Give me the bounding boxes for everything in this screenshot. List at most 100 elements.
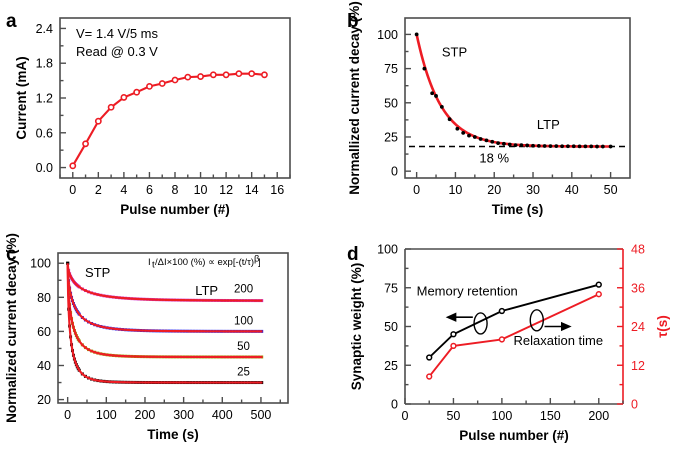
data-point bbox=[434, 94, 438, 98]
y-tick-label-left: 50 bbox=[384, 320, 398, 334]
axis-x bbox=[404, 398, 624, 404]
x-tick-label: 40 bbox=[565, 183, 579, 197]
data-point bbox=[261, 71, 268, 79]
y-axis-title: Normallized current decay (%) bbox=[347, 1, 362, 195]
data-point bbox=[158, 80, 166, 87]
x-tick-label: 100 bbox=[491, 409, 512, 423]
fit-curve-25 bbox=[66, 263, 263, 384]
data-point bbox=[525, 143, 530, 148]
x-tick-label: 100 bbox=[96, 408, 117, 422]
data-point bbox=[589, 144, 594, 149]
axis-x bbox=[415, 172, 612, 178]
x-tick-label: 4 bbox=[120, 183, 127, 197]
fit-curve-50 bbox=[66, 263, 263, 359]
data-point bbox=[472, 135, 477, 139]
x-tick-label: 50 bbox=[604, 183, 618, 197]
data-point bbox=[484, 138, 489, 143]
y-tick-label: 25 bbox=[384, 130, 398, 144]
data-point bbox=[455, 126, 460, 131]
data-point bbox=[146, 83, 153, 90]
series-line-right bbox=[428, 293, 600, 378]
data-point bbox=[531, 143, 535, 148]
series-label-50: 50 bbox=[237, 341, 250, 353]
data-point bbox=[197, 73, 204, 80]
data-point bbox=[426, 354, 433, 361]
panel-b: b 0 10 20 30 40 50 0 25 50 75 100 Time (s) Normalliz… bbox=[343, 0, 685, 227]
data-point bbox=[235, 70, 243, 78]
data-point bbox=[69, 162, 77, 170]
panel-d-letter: d bbox=[347, 244, 359, 265]
label-relaxation-time: Relaxation time bbox=[514, 333, 604, 348]
y-tick-label-left: 75 bbox=[384, 281, 398, 295]
label-memory-retention: Memory retention bbox=[417, 284, 518, 299]
data-point bbox=[496, 141, 501, 146]
panel-a-annotation-voltage: V= 1.4 V/5 ms bbox=[76, 26, 159, 41]
y-axis-title: Current (mA) bbox=[14, 56, 29, 139]
data-point bbox=[554, 144, 559, 149]
axis-y-left bbox=[405, 248, 411, 405]
x-tick-label: 200 bbox=[588, 409, 609, 423]
x-tick-label: 0 bbox=[69, 183, 76, 197]
panel-d: d 0 50 100 150 200 0 25 50 75 100 0 12 24 36 48 Pulse n… bbox=[343, 227, 685, 454]
x-tick-label: 30 bbox=[526, 183, 540, 197]
x-tick-label: 10 bbox=[448, 183, 462, 197]
data-point bbox=[133, 88, 141, 96]
data-point bbox=[426, 373, 433, 380]
x-tick-label: 2 bbox=[95, 183, 102, 197]
data-point bbox=[595, 281, 602, 288]
data-point bbox=[222, 71, 230, 79]
y-tick-label: 80 bbox=[37, 291, 51, 305]
y-tick-label: 0.6 bbox=[36, 126, 53, 140]
x-tick-label: 16 bbox=[270, 183, 284, 197]
data-point bbox=[498, 336, 506, 343]
y-tick-label-left: 100 bbox=[377, 243, 398, 257]
x-tick-label: 500 bbox=[251, 408, 272, 422]
x-tick-label: 14 bbox=[245, 183, 259, 197]
data-point bbox=[583, 144, 588, 149]
x-tick-label: 6 bbox=[146, 183, 153, 197]
plot-frame bbox=[57, 252, 289, 404]
svg-text:I: I bbox=[148, 257, 151, 268]
svg-text:]: ] bbox=[258, 257, 261, 268]
data-point bbox=[467, 133, 471, 138]
x-tick-label: 300 bbox=[173, 408, 194, 422]
data-point bbox=[571, 144, 576, 149]
x-axis-title: Time (s) bbox=[147, 427, 199, 442]
x-tick-label: 0 bbox=[64, 408, 71, 422]
data-point bbox=[502, 141, 506, 146]
svg-text:β: β bbox=[254, 254, 260, 265]
y-tick-label: 100 bbox=[377, 28, 398, 42]
data-point bbox=[184, 73, 192, 81]
y-tick-label-right: 48 bbox=[631, 243, 645, 257]
data-point bbox=[560, 144, 565, 149]
y-tick-label: 0.0 bbox=[36, 161, 53, 175]
fit-curve-100 bbox=[66, 263, 263, 333]
data-point bbox=[450, 331, 457, 338]
y-tick-label-right: 36 bbox=[631, 281, 645, 295]
x-axis-title: Pulse number (#) bbox=[459, 428, 569, 443]
y-axis-title: Normalized current decay (%) bbox=[4, 233, 19, 423]
x-tick-label: 0 bbox=[413, 183, 420, 197]
arrow-left-head bbox=[445, 312, 457, 322]
x-tick-label: 8 bbox=[172, 183, 179, 197]
y-tick-label: 75 bbox=[384, 62, 398, 76]
x-axis-title: Pulse number (#) bbox=[120, 202, 230, 217]
x-tick-label: 150 bbox=[540, 409, 561, 423]
data-point bbox=[439, 104, 444, 109]
x-tick-label: 400 bbox=[212, 408, 233, 422]
x-tick-label: 10 bbox=[194, 183, 208, 197]
data-point bbox=[548, 144, 553, 149]
axis-x bbox=[66, 397, 281, 403]
axis-x bbox=[59, 172, 291, 178]
series-label-25: 25 bbox=[237, 367, 250, 379]
series-label-100: 100 bbox=[234, 315, 253, 327]
panel-a-annotation-read: Read @ 0.3 V bbox=[76, 44, 158, 59]
data-point bbox=[120, 94, 128, 101]
data-point bbox=[600, 144, 605, 149]
fit-curve-200 bbox=[66, 263, 263, 302]
data-point bbox=[248, 70, 256, 78]
data-point bbox=[422, 66, 427, 71]
data-point bbox=[209, 71, 217, 79]
